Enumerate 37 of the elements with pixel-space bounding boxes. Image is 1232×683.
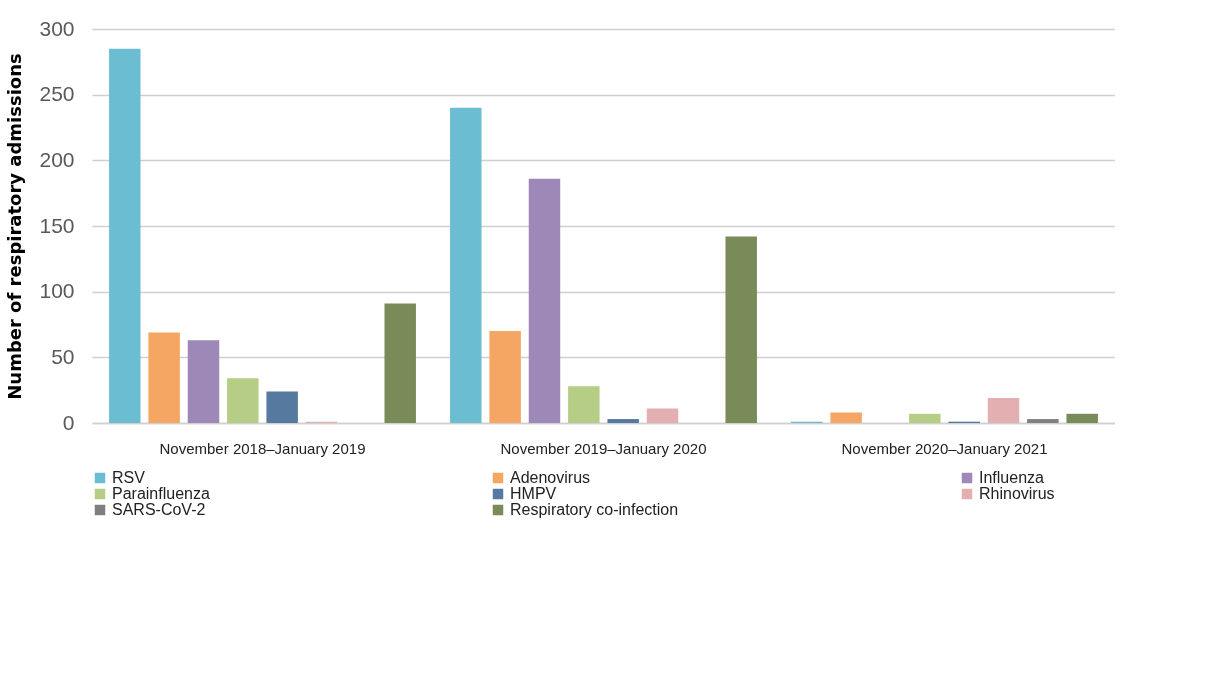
legend-label: Influenza bbox=[979, 469, 1045, 486]
y-tick-label: 150 bbox=[39, 213, 75, 237]
bar bbox=[227, 378, 259, 423]
y-tick-label: 300 bbox=[39, 16, 75, 40]
bar bbox=[1066, 413, 1098, 423]
legend-label: Adenovirus bbox=[510, 469, 591, 486]
legend-label: Respiratory co-infection bbox=[510, 501, 679, 518]
bar bbox=[489, 331, 521, 423]
y-tick-label: 250 bbox=[39, 82, 75, 106]
bar bbox=[725, 236, 757, 423]
bar bbox=[528, 178, 561, 423]
x-tick-label: November 2019–January 2020 bbox=[500, 439, 707, 457]
bar bbox=[1027, 419, 1059, 423]
bar bbox=[109, 48, 141, 423]
y-tick-label: 50 bbox=[51, 344, 75, 368]
bar bbox=[987, 398, 1020, 423]
y-tick-label: 0 bbox=[62, 410, 75, 434]
bar bbox=[568, 386, 600, 423]
y-tick-label: 200 bbox=[39, 147, 75, 171]
bar bbox=[148, 332, 180, 423]
x-tick-label: November 2020–January 2021 bbox=[841, 439, 1048, 457]
bar bbox=[266, 391, 298, 423]
legend-label: Rhinovirus bbox=[979, 485, 1055, 502]
y-axis-title: Number of respiratory admissions bbox=[4, 53, 26, 400]
bar bbox=[450, 107, 482, 423]
legend-label: Parainfluenza bbox=[112, 485, 210, 502]
bar bbox=[646, 408, 679, 423]
legend-label: HMPV bbox=[510, 485, 557, 502]
y-tick-label: 100 bbox=[39, 279, 75, 303]
bar bbox=[830, 412, 862, 423]
legend-label: RSV bbox=[112, 469, 146, 486]
bar bbox=[384, 303, 416, 423]
legend-label: SARS-CoV-2 bbox=[112, 501, 206, 518]
x-tick-label: November 2018–January 2019 bbox=[159, 439, 366, 457]
bar bbox=[187, 340, 220, 423]
bar bbox=[909, 413, 941, 423]
bar bbox=[607, 419, 639, 423]
